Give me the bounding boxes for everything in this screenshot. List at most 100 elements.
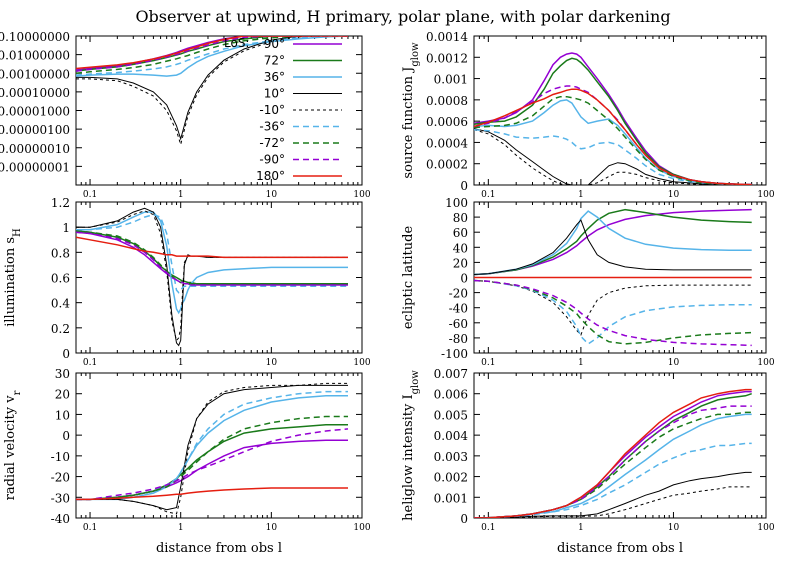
x-tick-label: 10: [266, 358, 278, 368]
y-tick-label: -100: [441, 347, 468, 361]
y-tick-label: 0.00000100: [0, 123, 70, 137]
x-tick-label: 100: [757, 523, 774, 533]
y-tick-label: 0.0006: [426, 115, 468, 129]
series-line: [474, 442, 752, 518]
y-tick-label: 0.002: [434, 471, 468, 485]
series-line: [76, 36, 348, 75]
series-line: [76, 207, 348, 347]
series-line: [76, 210, 348, 342]
y-tick-label: 1.2: [51, 196, 70, 210]
y-axis-label: heliglow intensity Iglow: [401, 370, 421, 521]
x-tick-label: 1: [578, 358, 584, 368]
y-tick-label: 0.007: [434, 367, 468, 381]
y-axis-label: ecliptic latitude: [401, 226, 416, 330]
series-line: [474, 128, 752, 185]
legend-label: 36°: [264, 70, 285, 84]
y-tick-label: 0.6: [51, 272, 70, 286]
panel-intensity: 0.1 1 10 100 0 0.001 0.002 0.003 0.004 0.005 0.006…: [401, 367, 775, 556]
y-tick-label: 0.10000000: [0, 30, 70, 44]
y-tick-label: 20: [453, 256, 468, 270]
series-line: [474, 219, 752, 275]
y-tick-label: 1: [62, 221, 70, 235]
y-tick-label: -10: [51, 450, 70, 464]
y-axis-label: source function Jglow: [401, 42, 421, 179]
panel-illumination: 0.1 1 10 100 0 0.2 0.4 0.6 0.8 1 1.2 illumination s…: [3, 196, 371, 368]
panel-source: 0.1 1 10 100 0 0.0002 0.0004 0.0006 0.0008 0.001 0…: [401, 30, 775, 200]
series-line: [474, 486, 752, 518]
y-tick-label: 0.005: [434, 408, 468, 422]
legend-label: -72°: [259, 136, 285, 150]
y-axis-label: illumination sH: [3, 228, 23, 327]
legend-label: -10°: [259, 103, 285, 117]
legend: LoS: 90° 72° 36° 10° -10° -36° -72° -90° 180°: [224, 36, 342, 183]
y-tick-label: 0.0014: [426, 30, 468, 44]
y-tick-label: 0.00000001: [0, 160, 70, 174]
plot-frame: [473, 35, 767, 186]
x-tick-label: 10: [266, 523, 278, 533]
panel-velocity: 0.1 1 10 100 -40 -30 -20 -10 0 10 20 30 radial veloc…: [3, 367, 371, 556]
series-line: [76, 384, 348, 511]
x-tick-label: 1: [578, 523, 584, 533]
x-tick-label: 10: [668, 190, 680, 200]
x-tick-label: 1: [178, 190, 184, 200]
series-line: [474, 210, 752, 276]
legend-label: -36°: [259, 120, 285, 134]
series-line: [474, 392, 752, 518]
series-group: [474, 388, 752, 518]
series-line: [474, 208, 752, 276]
series-line: [76, 36, 348, 70]
plot-frame: [473, 372, 767, 519]
y-tick-label: 0: [62, 347, 70, 361]
series-line: [76, 36, 348, 72]
x-axis-label: distance from obs l: [557, 541, 683, 556]
series-line: [76, 231, 348, 286]
legend-label: 72°: [264, 54, 285, 68]
series-line: [474, 279, 752, 345]
y-tick-label: 0.00010000: [0, 86, 70, 100]
series-line: [474, 128, 752, 185]
x-tick-label: 100: [353, 190, 370, 200]
series-line: [76, 395, 348, 501]
x-tick-label: 100: [353, 523, 370, 533]
y-tick-label: 0.0008: [426, 94, 468, 108]
series-line: [474, 405, 752, 518]
series-line: [474, 208, 752, 276]
series-line: [76, 36, 348, 141]
panel-density: 0.1 1 10 100 0.10000000 0.01000000 0.00100000 0…: [0, 30, 371, 200]
series-line: [76, 36, 349, 77]
series-line: [474, 95, 752, 185]
series-line: [474, 129, 752, 185]
y-tick-label: 0: [460, 512, 468, 526]
x-tick-label: 0.1: [481, 523, 495, 533]
legend-header: LoS:: [224, 36, 249, 50]
y-tick-label: 0.00000010: [0, 142, 70, 156]
y-tick-label: 0.8: [51, 246, 70, 260]
series-line: [474, 388, 752, 518]
series-line: [474, 471, 752, 518]
y-tick-label: 80: [453, 211, 468, 225]
x-tick-label: 0.1: [83, 523, 97, 533]
series-line: [76, 211, 348, 315]
x-tick-label: 10: [668, 523, 680, 533]
series-line: [76, 382, 348, 515]
y-tick-label: -30: [51, 491, 70, 505]
x-tick-label: 1: [578, 190, 584, 200]
series-group: [474, 52, 752, 185]
legend-label: 180°: [256, 169, 285, 183]
y-tick-label: 10: [55, 408, 70, 422]
legend-label: 90°: [264, 37, 285, 51]
series-group: [76, 382, 349, 515]
series-line: [76, 428, 349, 501]
legend-label: 10°: [264, 87, 285, 101]
series-line: [76, 487, 348, 501]
x-tick-label: 100: [757, 190, 774, 200]
y-axis-label: radial velocity vr: [3, 390, 23, 500]
y-tick-label: -60: [449, 317, 468, 331]
y-tick-label: 100: [445, 196, 468, 210]
y-tick-label: 0.006: [434, 388, 468, 402]
series-line: [76, 415, 348, 501]
series-line: [474, 390, 752, 518]
y-tick-label: -40: [51, 512, 70, 526]
panels: 0.1 1 10 1000.100000000.010000000.001000000…: [0, 30, 775, 556]
